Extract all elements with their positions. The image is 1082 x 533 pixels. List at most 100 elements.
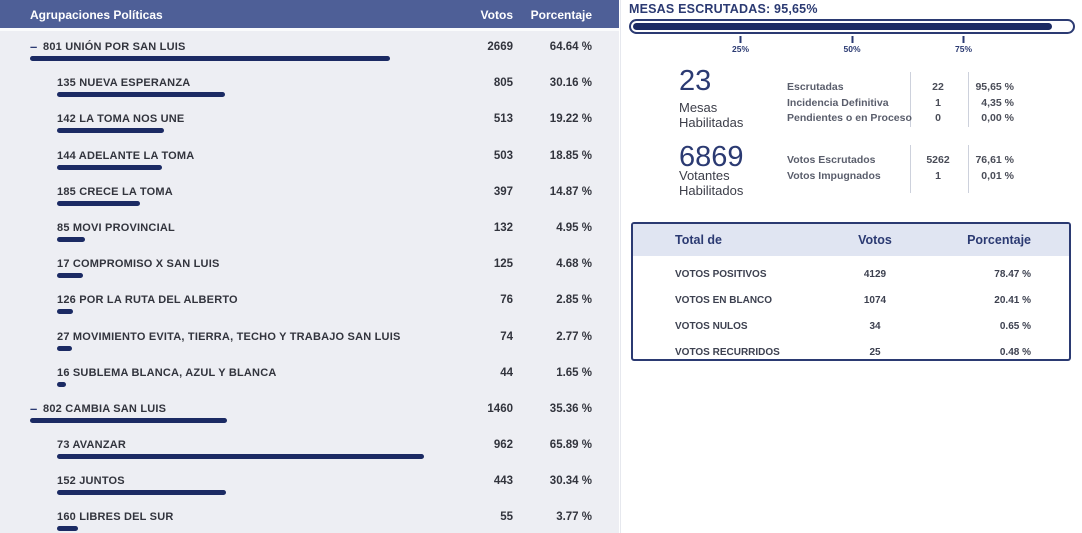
stat-row-value: 0	[935, 112, 941, 125]
stat-block-votantes: 6869 Votantes Habilitados Votos Escrutad…	[621, 138, 1082, 208]
party-percentage: 19.22 %	[549, 113, 592, 126]
mesas-progressbar	[629, 19, 1075, 34]
stat-row-value: 1	[935, 169, 941, 182]
divider	[968, 72, 969, 127]
party-percentage: 30.16 %	[549, 77, 592, 90]
stat-row-value: 22	[932, 81, 944, 93]
party-name: 144 ADELANTE LA TOMA	[57, 149, 195, 162]
divider	[968, 145, 969, 193]
stat-row-percentage: 0,00 %	[981, 112, 1014, 125]
party-vote-bar	[57, 381, 67, 387]
party-votes: 962	[493, 439, 513, 452]
votantes-habilitados-label: Votantes Habilitados	[679, 168, 744, 198]
totals-header-votos: Votos	[858, 233, 892, 247]
party-percentage: 2.77 %	[556, 330, 592, 343]
party-row: 85 MOVI PROVINCIAL 132 4.95 %	[0, 212, 619, 248]
mesas-habilitadas-label: Mesas Habilitadas	[679, 100, 744, 130]
party-percentage: 18.85 %	[549, 149, 592, 162]
votantes-stat-rows: Votos Escrutados 5262 76,61 % Votos Impugna…	[787, 152, 1082, 183]
totals-row-votes: 4129	[863, 268, 887, 280]
parties-rows: –801 UNIÓN POR SAN LUIS 2669 64.64 % 135 NU…	[0, 31, 619, 533]
stat-row-value: 5262	[926, 154, 950, 166]
totals-header-porcentaje: Porcentaje	[967, 233, 1031, 247]
party-vote-bar	[57, 273, 84, 279]
party-vote-bar	[57, 345, 73, 351]
stat-row-label: Pendientes o en Proceso	[787, 112, 912, 125]
party-name: 126 POR LA RUTA DEL ALBERTO	[57, 294, 238, 307]
totals-header-label: Total de	[675, 233, 722, 247]
party-row: 144 ADELANTE LA TOMA 503 18.85 %	[0, 140, 619, 176]
party-vote-bar	[57, 309, 73, 315]
party-name: 73 AVANZAR	[57, 439, 127, 452]
totals-row-percentage: 78.47 %	[994, 268, 1031, 280]
progress-tick: 75%	[955, 36, 972, 54]
column-header-agrupaciones: Agrupaciones Políticas	[30, 8, 163, 22]
totals-rows: VOTOS POSITIVOS 4129 78.47 % VOTOS EN BLANC…	[633, 256, 1069, 359]
stat-row-label: Escrutadas	[787, 81, 844, 93]
party-percentage: 64.64 %	[549, 41, 592, 53]
stat-row-percentage: 0,01 %	[981, 169, 1014, 182]
votantes-habilitados-count: 6869	[679, 141, 744, 173]
column-header-votos: Votos	[480, 8, 513, 22]
party-row: 17 COMPROMISO X SAN LUIS 125 4.68 %	[0, 248, 619, 284]
totals-row-label: VOTOS RECURRIDOS	[675, 346, 780, 358]
collapse-toggle-icon[interactable]: –	[30, 39, 38, 54]
party-name: 801 UNIÓN POR SAN LUIS	[43, 41, 186, 53]
party-votes: 125	[493, 258, 513, 271]
party-percentage: 30.34 %	[549, 475, 592, 488]
parties-panel: Agrupaciones Políticas Votos Porcentaje …	[0, 0, 619, 533]
party-vote-bar	[30, 56, 390, 61]
party-name: 17 COMPROMISO X SAN LUIS	[57, 258, 220, 271]
stat-row: Votos Impugnados 1 0,01 %	[787, 168, 1082, 184]
party-name: 152 JUNTOS	[57, 475, 125, 488]
party-name: 85 MOVI PROVINCIAL	[57, 221, 175, 234]
party-row[interactable]: –802 CAMBIA SAN LUIS 1460 35.36 %	[0, 393, 619, 429]
stat-row-value: 1	[935, 96, 941, 109]
party-row[interactable]: –801 UNIÓN POR SAN LUIS 2669 64.64 %	[0, 31, 619, 67]
stat-row: Votos Escrutados 5262 76,61 %	[787, 152, 1082, 168]
party-votes: 55	[500, 511, 513, 524]
party-percentage: 35.36 %	[549, 402, 592, 415]
totals-row-votes: 1074	[863, 294, 887, 306]
stat-row: Incidencia Definitiva 1 4,35 %	[787, 95, 1082, 111]
divider	[910, 72, 911, 127]
party-percentage: 14.87 %	[549, 185, 592, 198]
stat-row: Pendientes o en Proceso 0 0,00 %	[787, 110, 1082, 126]
party-percentage: 3.77 %	[556, 511, 592, 524]
party-vote-bar	[57, 490, 226, 496]
party-row: 185 CRECE LA TOMA 397 14.87 %	[0, 176, 619, 212]
totals-row-label: VOTOS NULOS	[675, 320, 748, 332]
collapse-toggle-icon[interactable]: –	[30, 400, 38, 416]
party-votes: 1460	[487, 402, 513, 415]
totals-row: VOTOS POSITIVOS 4129 78.47 %	[633, 261, 1069, 287]
party-vote-bar	[30, 417, 227, 423]
stat-row-percentage: 4,35 %	[981, 96, 1014, 109]
stat-row-label: Incidencia Definitiva	[787, 96, 889, 109]
mesas-stat-rows: Escrutadas 22 95,65 % Incidencia Definitiva…	[787, 79, 1082, 126]
parties-table-header: Agrupaciones Políticas Votos Porcentaje	[0, 0, 619, 28]
party-row: 126 POR LA RUTA DEL ALBERTO 76 2.85 %	[0, 284, 619, 320]
party-name: 27 MOVIMIENTO EVITA, TIERRA, TECHO Y TRA…	[57, 330, 401, 343]
party-name: 16 SUBLEMA BLANCA, AZUL Y BLANCA	[57, 366, 277, 379]
totals-row-percentage: 20.41 %	[994, 294, 1031, 306]
column-header-porcentaje: Porcentaje	[530, 8, 592, 22]
summary-panel: MESAS ESCRUTADAS: 95,65% 25% 50% 75% 23 Me…	[620, 0, 1082, 533]
party-vote-bar	[57, 454, 424, 460]
party-name: 135 NUEVA ESPERANZA	[57, 77, 191, 90]
party-percentage: 65.89 %	[549, 439, 592, 452]
stat-row: Escrutadas 22 95,65 %	[787, 79, 1082, 95]
stat-row-label: Votos Escrutados	[787, 154, 876, 166]
party-votes: 503	[493, 149, 513, 162]
progress-tick: 50%	[843, 36, 861, 54]
tick-label: 25%	[731, 44, 750, 54]
party-row: 16 SUBLEMA BLANCA, AZUL Y BLANCA 44 1.65 %	[0, 357, 619, 393]
party-percentage: 1.65 %	[556, 366, 592, 379]
party-row: 27 MOVIMIENTO EVITA, TIERRA, TECHO Y TRA…	[0, 321, 619, 357]
progress-tick: 25%	[732, 36, 749, 54]
stat-row-percentage: 95,65 %	[975, 81, 1014, 93]
tick-mark	[850, 36, 853, 43]
party-votes: 44	[500, 366, 513, 379]
totals-row: VOTOS NULOS 34 0.65 %	[633, 313, 1069, 339]
party-vote-bar	[57, 236, 85, 242]
